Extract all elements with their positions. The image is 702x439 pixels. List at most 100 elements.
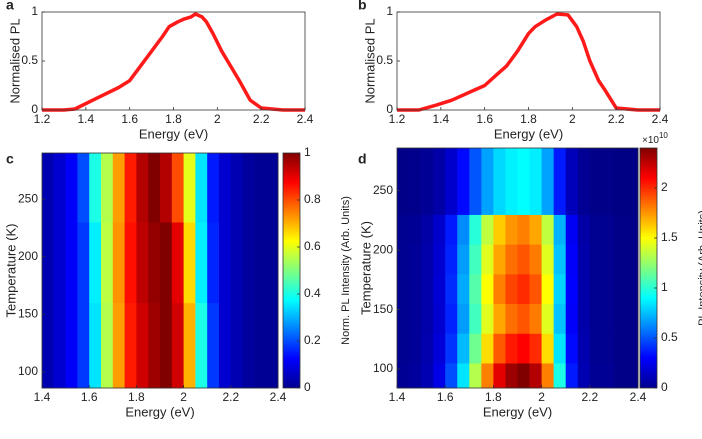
y-axis-label: Temperature (K) xyxy=(358,221,373,315)
heat-cell xyxy=(53,153,66,223)
colorbar-scale: ×1010 xyxy=(642,131,668,146)
heat-cell xyxy=(445,273,458,305)
heat-cell xyxy=(625,214,639,245)
panel: 1.2 1.4 1.6 1.8 2 2.2 2.4 0 0.5 1 Energy (eV) Norma… xyxy=(6,0,314,141)
heat-cell xyxy=(493,148,506,215)
heat-cell xyxy=(89,302,102,389)
y-tick-label: 1 xyxy=(386,4,393,18)
heat-cell xyxy=(457,363,470,389)
heat-cell xyxy=(112,302,125,389)
heat-cell xyxy=(433,333,446,364)
x-tick-label: 2.4 xyxy=(270,390,287,404)
heat-cell xyxy=(601,148,615,215)
x-tick-label: 1.6 xyxy=(121,112,138,126)
heat-cell xyxy=(77,153,90,223)
x-tick-label: 1.8 xyxy=(520,112,537,126)
heat-cell xyxy=(469,333,482,364)
heat-cell xyxy=(124,222,137,304)
heat-cell xyxy=(65,222,78,304)
heat-cell xyxy=(207,302,220,389)
x-tick-label: 1.8 xyxy=(128,390,145,404)
y-tick-label: 150 xyxy=(18,306,38,320)
pl-line xyxy=(42,12,305,112)
heat-cell xyxy=(601,333,615,364)
colorbar-tick-label: 0.6 xyxy=(304,239,321,253)
x-tick-label: 2 xyxy=(538,390,545,404)
heat-cell xyxy=(457,333,470,364)
x-tick-label: 2.2 xyxy=(253,112,270,126)
heat-cell xyxy=(148,302,161,389)
heat-cell xyxy=(101,222,114,304)
heat-cell xyxy=(148,222,161,304)
heat-cell xyxy=(160,302,173,389)
x-tick-label: 1.6 xyxy=(476,112,493,126)
y-tick-label: 0 xyxy=(386,102,393,116)
heat-cell xyxy=(409,214,422,245)
x-tick-label: 2 xyxy=(214,112,221,126)
colorbar xyxy=(282,152,301,389)
x-tick-label: 1.8 xyxy=(165,112,182,126)
heat-cell xyxy=(565,303,579,334)
heat-cell xyxy=(529,333,542,364)
heat-cell xyxy=(171,153,184,223)
axes-frame xyxy=(41,152,279,389)
colorbar-tick-label: 0.2 xyxy=(304,333,321,347)
heat-cell xyxy=(589,363,603,389)
heat-cell xyxy=(565,148,579,215)
heat-cell xyxy=(577,244,591,275)
heat-cell xyxy=(481,363,494,389)
heat-cell xyxy=(505,333,518,364)
heat-cell xyxy=(493,333,506,364)
heat-cell xyxy=(505,244,518,275)
x-axis-label: Energy (eV) xyxy=(483,404,552,419)
heat-cell xyxy=(445,244,458,275)
heat-cell xyxy=(266,153,279,223)
colorbar-tick-label: 0 xyxy=(304,380,311,394)
heat-cell xyxy=(625,333,639,364)
heat-cell xyxy=(457,214,470,245)
heat-cell xyxy=(613,244,627,275)
heat-cell xyxy=(65,302,78,389)
heat-cell xyxy=(433,148,446,215)
heat-cell xyxy=(421,214,434,245)
panel-label: c xyxy=(6,151,14,167)
axes-frame xyxy=(396,11,661,111)
heat-cell xyxy=(397,303,410,334)
heat-cell xyxy=(553,273,567,305)
heat-cell xyxy=(553,363,567,389)
heat-cell xyxy=(601,273,615,305)
heat-cell xyxy=(589,214,603,245)
heat-cell xyxy=(409,244,422,275)
colorbar-tick-label: 1 xyxy=(661,280,668,294)
heat-cell xyxy=(124,153,137,223)
heat-cell xyxy=(541,363,555,389)
x-tick-label: 1.4 xyxy=(389,390,406,404)
heat-cell xyxy=(517,303,530,334)
heat-cell xyxy=(541,214,555,245)
heat-cell xyxy=(445,214,458,245)
heat-cell xyxy=(433,363,446,389)
heat-cell xyxy=(136,302,149,389)
x-tick-label: 2.2 xyxy=(222,390,239,404)
y-tick-label: 1 xyxy=(31,4,38,18)
heat-cell xyxy=(421,303,434,334)
heat-cell xyxy=(613,273,627,305)
y-axis-label: Temperature (K) xyxy=(3,224,18,318)
heat-cell xyxy=(541,303,555,334)
heat-cell xyxy=(553,333,567,364)
pl-line xyxy=(397,12,660,112)
x-tick-label: 2.2 xyxy=(608,112,625,126)
heat-cell xyxy=(517,214,530,245)
heat-cell xyxy=(397,363,410,389)
y-tick-label: 200 xyxy=(373,242,393,256)
heat-cell xyxy=(230,153,243,223)
colorbar-tick-label: 2 xyxy=(661,180,668,194)
x-tick-label: 1.4 xyxy=(34,390,51,404)
heat-cell xyxy=(517,273,530,305)
heat-cell xyxy=(195,302,208,389)
heat-cell xyxy=(529,244,542,275)
heat-cell xyxy=(421,244,434,275)
heat-cell xyxy=(481,273,494,305)
heat-cell xyxy=(625,363,639,389)
